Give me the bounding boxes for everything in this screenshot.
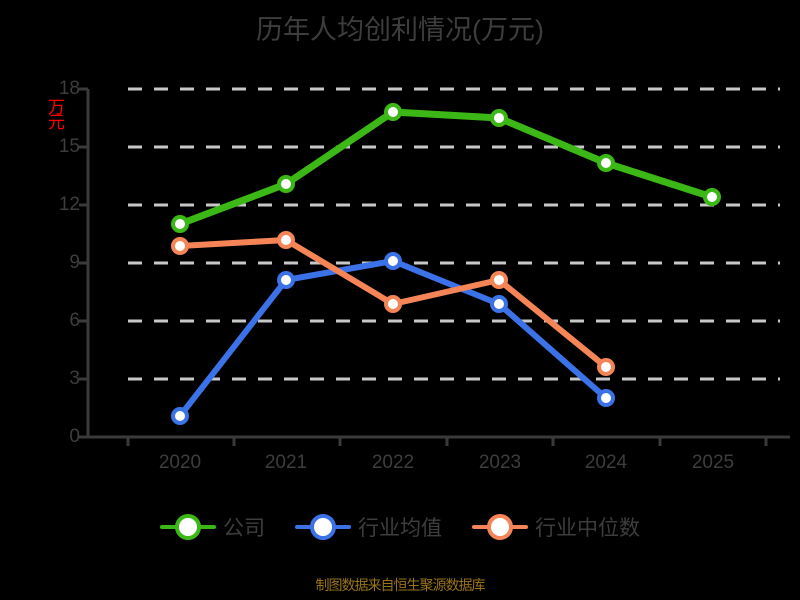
gridlines xyxy=(128,87,780,381)
data-point xyxy=(277,271,295,289)
legend-item-industry-median[interactable]: 行业中位数 xyxy=(472,512,640,542)
data-point xyxy=(277,231,295,249)
data-point xyxy=(171,407,189,425)
legend-label-industry-median: 行业中位数 xyxy=(535,517,640,540)
data-point xyxy=(277,175,295,193)
y-tick-label-0: 0 xyxy=(69,426,80,447)
data-point xyxy=(490,109,508,127)
legend-item-company[interactable]: 公司 xyxy=(160,512,265,542)
x-tick-label-2022: 2022 xyxy=(371,452,415,473)
x-tick-label-2020: 2020 xyxy=(158,452,202,473)
y-tick-label-3: 3 xyxy=(69,368,80,389)
data-point xyxy=(384,103,402,121)
x-tick-label-2025: 2025 xyxy=(691,452,735,473)
data-point xyxy=(490,295,508,313)
chart-title: 历年人均创利情况(万元) xyxy=(256,15,544,45)
x-tick-label-2024: 2024 xyxy=(584,452,628,473)
y-axis-title: 万元 xyxy=(45,98,64,128)
y-tick-label-6: 6 xyxy=(69,310,80,331)
data-point xyxy=(171,215,189,233)
data-point xyxy=(597,154,615,172)
chart-legend: 公司 行业均值 行业中位数 xyxy=(0,512,800,542)
data-point xyxy=(597,358,615,376)
y-tick-label-12: 12 xyxy=(58,194,80,215)
axis-lines xyxy=(79,87,790,446)
series-line-industry-average xyxy=(171,252,615,425)
series-line-company xyxy=(171,103,721,233)
data-point xyxy=(490,271,508,289)
data-point xyxy=(384,252,402,270)
y-tick-label-9: 9 xyxy=(69,252,80,273)
data-point xyxy=(171,237,189,255)
chart-source-note: 制图数据来自恒生聚源数据库 xyxy=(315,577,486,593)
legend-item-industry-average[interactable]: 行业均值 xyxy=(295,512,442,542)
series-line-industry-median xyxy=(171,231,615,376)
legend-marker-industry-average-icon xyxy=(295,514,351,540)
data-point xyxy=(703,188,721,206)
legend-marker-industry-median-icon xyxy=(472,514,528,540)
data-point xyxy=(597,389,615,407)
y-tick-label-18: 18 xyxy=(58,78,80,99)
x-tick-label-2023: 2023 xyxy=(478,452,522,473)
legend-label-company: 公司 xyxy=(223,517,265,540)
y-tick-label-15: 15 xyxy=(58,136,80,157)
legend-marker-company-icon xyxy=(160,514,216,540)
data-point xyxy=(384,295,402,313)
x-tick-label-2021: 2021 xyxy=(264,452,308,473)
legend-label-industry-average: 行业均值 xyxy=(358,517,442,540)
